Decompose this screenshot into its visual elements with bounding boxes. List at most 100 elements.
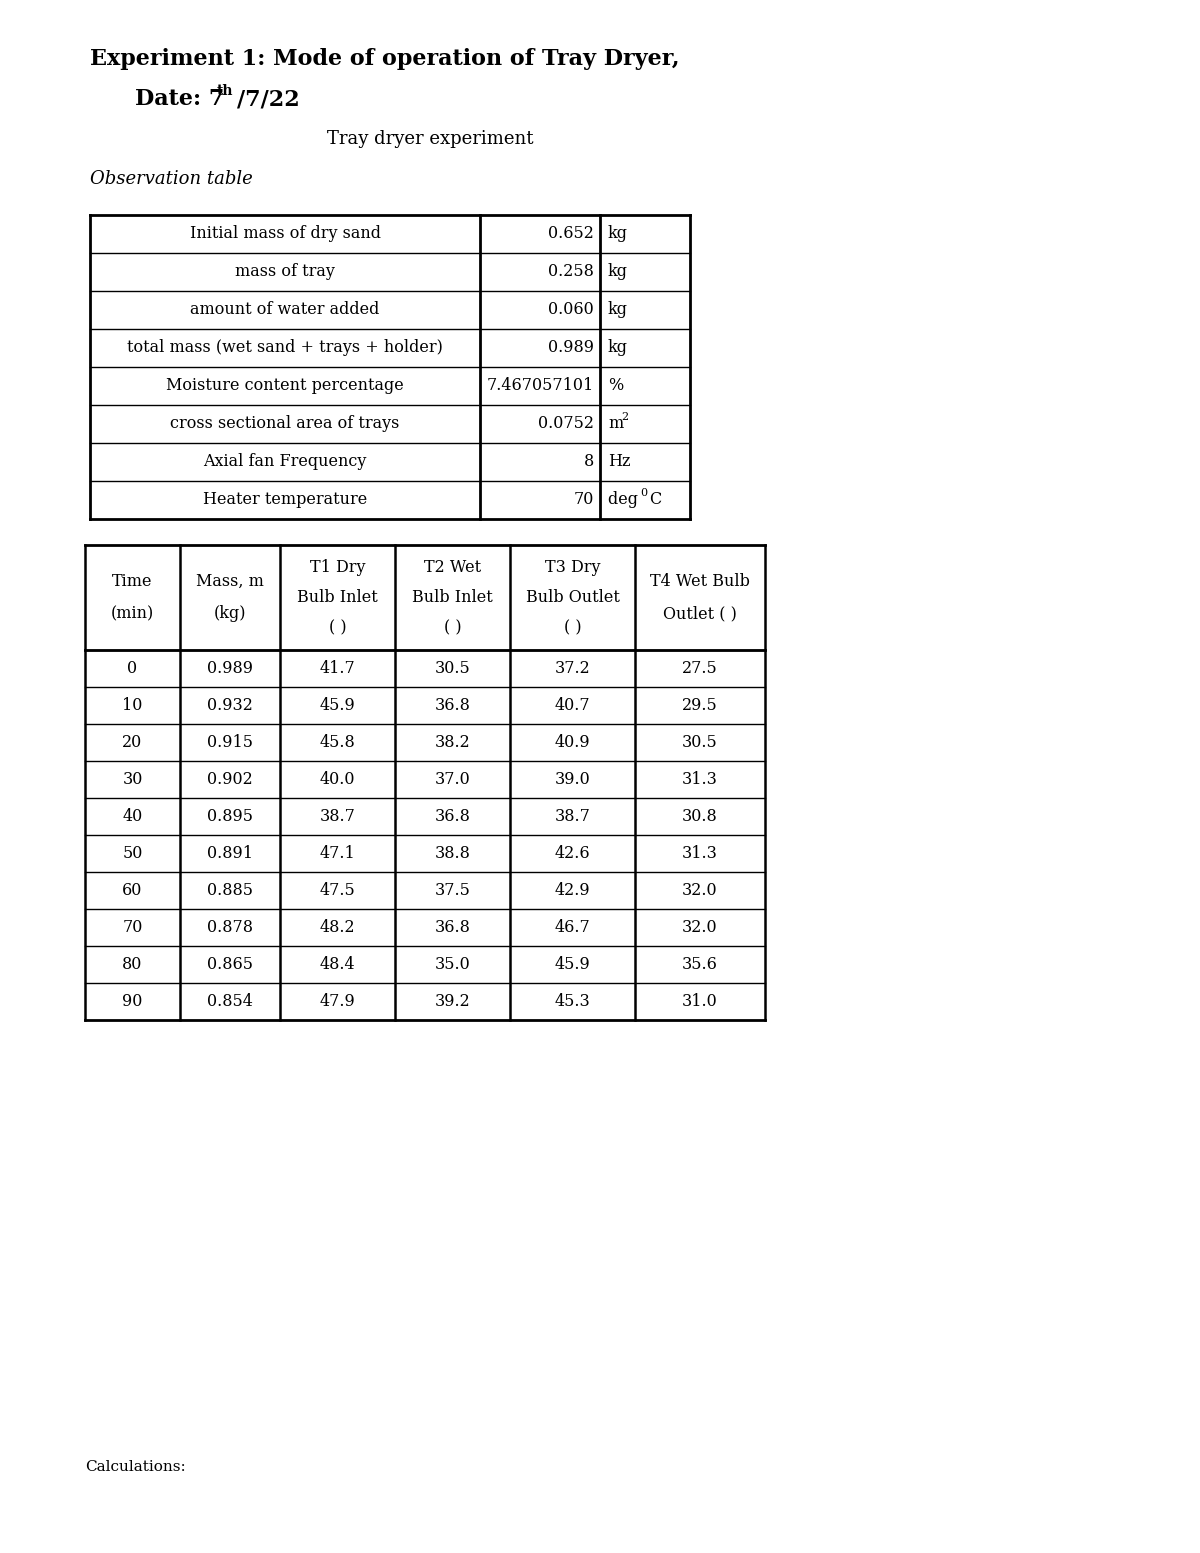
Text: 40.0: 40.0: [319, 770, 355, 787]
Text: Bulb Outlet: Bulb Outlet: [526, 589, 619, 606]
Text: 39.0: 39.0: [554, 770, 590, 787]
Text: 48.2: 48.2: [319, 919, 355, 936]
Text: Observation table: Observation table: [90, 169, 253, 188]
Text: amount of water added: amount of water added: [191, 301, 379, 318]
Text: 0.060: 0.060: [548, 301, 594, 318]
Text: 60: 60: [122, 882, 143, 899]
Text: kg: kg: [608, 225, 628, 242]
Text: 35.6: 35.6: [682, 957, 718, 974]
Text: 0.652: 0.652: [548, 225, 594, 242]
Text: 45.9: 45.9: [319, 697, 355, 714]
Text: 70: 70: [122, 919, 143, 936]
Text: 0.854: 0.854: [208, 992, 253, 1009]
Text: 10: 10: [122, 697, 143, 714]
Text: 47.1: 47.1: [319, 845, 355, 862]
Text: 36.8: 36.8: [434, 808, 470, 825]
Text: 0: 0: [127, 660, 138, 677]
Text: 20: 20: [122, 735, 143, 752]
Text: mass of tray: mass of tray: [235, 264, 335, 281]
Text: T3 Dry: T3 Dry: [545, 559, 600, 576]
Text: ( ): ( ): [329, 620, 347, 637]
Text: Date: 7: Date: 7: [134, 89, 224, 110]
Text: kg: kg: [608, 264, 628, 281]
Text: 42.9: 42.9: [554, 882, 590, 899]
Text: 30.8: 30.8: [682, 808, 718, 825]
Text: 40.9: 40.9: [554, 735, 590, 752]
Text: 0.989: 0.989: [208, 660, 253, 677]
Text: 45.3: 45.3: [554, 992, 590, 1009]
Text: Hz: Hz: [608, 453, 630, 471]
Text: 70: 70: [574, 491, 594, 508]
Text: 0.865: 0.865: [208, 957, 253, 974]
Text: Experiment 1: Mode of operation of Tray Dryer,: Experiment 1: Mode of operation of Tray …: [90, 48, 679, 70]
Text: Tray dryer experiment: Tray dryer experiment: [326, 130, 533, 148]
Text: 0.989: 0.989: [548, 340, 594, 357]
Text: Calculations:: Calculations:: [85, 1460, 186, 1474]
Text: 39.2: 39.2: [434, 992, 470, 1009]
Text: 0.915: 0.915: [208, 735, 253, 752]
Text: m: m: [608, 416, 623, 432]
Text: 47.5: 47.5: [319, 882, 355, 899]
Text: 46.7: 46.7: [554, 919, 590, 936]
Text: (kg): (kg): [214, 606, 246, 623]
Text: 36.8: 36.8: [434, 697, 470, 714]
Text: Axial fan Frequency: Axial fan Frequency: [203, 453, 367, 471]
Text: Mass, m: Mass, m: [196, 573, 264, 590]
Text: 0.0752: 0.0752: [538, 416, 594, 432]
Text: 31.3: 31.3: [682, 770, 718, 787]
Text: Moisture content percentage: Moisture content percentage: [166, 377, 404, 394]
Text: 0.885: 0.885: [208, 882, 253, 899]
Text: ( ): ( ): [444, 620, 461, 637]
Text: 36.8: 36.8: [434, 919, 470, 936]
Text: 31.0: 31.0: [682, 992, 718, 1009]
Text: 0.878: 0.878: [208, 919, 253, 936]
Text: Initial mass of dry sand: Initial mass of dry sand: [190, 225, 380, 242]
Text: 0.895: 0.895: [208, 808, 253, 825]
Text: 35.0: 35.0: [434, 957, 470, 974]
Text: 40: 40: [122, 808, 143, 825]
Text: 38.7: 38.7: [319, 808, 355, 825]
Text: 30.5: 30.5: [434, 660, 470, 677]
Text: 0: 0: [640, 488, 647, 499]
Text: Heater temperature: Heater temperature: [203, 491, 367, 508]
Text: 45.9: 45.9: [554, 957, 590, 974]
Text: 37.0: 37.0: [434, 770, 470, 787]
Text: 2: 2: [622, 412, 628, 422]
Text: 29.5: 29.5: [682, 697, 718, 714]
Text: 37.5: 37.5: [434, 882, 470, 899]
Text: 27.5: 27.5: [682, 660, 718, 677]
Text: Outlet ( ): Outlet ( ): [664, 606, 737, 623]
Text: 30: 30: [122, 770, 143, 787]
Text: 0.932: 0.932: [208, 697, 253, 714]
Text: 0.891: 0.891: [208, 845, 253, 862]
Text: 38.2: 38.2: [434, 735, 470, 752]
Text: Bulb Inlet: Bulb Inlet: [412, 589, 493, 606]
Text: Time: Time: [113, 573, 152, 590]
Text: 7.467057101: 7.467057101: [487, 377, 594, 394]
Text: T4 Wet Bulb: T4 Wet Bulb: [650, 573, 750, 590]
Text: th: th: [217, 84, 234, 98]
Text: 42.6: 42.6: [554, 845, 590, 862]
Text: 45.8: 45.8: [319, 735, 355, 752]
Text: (min): (min): [110, 606, 154, 623]
Text: 32.0: 32.0: [682, 882, 718, 899]
Text: 32.0: 32.0: [682, 919, 718, 936]
Text: 37.2: 37.2: [554, 660, 590, 677]
Text: deg: deg: [608, 491, 643, 508]
Text: C: C: [649, 491, 661, 508]
Text: 38.7: 38.7: [554, 808, 590, 825]
Text: 0.258: 0.258: [548, 264, 594, 281]
Text: 38.8: 38.8: [434, 845, 470, 862]
Text: 80: 80: [122, 957, 143, 974]
Text: 0.902: 0.902: [208, 770, 253, 787]
Text: 48.4: 48.4: [319, 957, 355, 974]
Text: 50: 50: [122, 845, 143, 862]
Text: T1 Dry: T1 Dry: [310, 559, 365, 576]
Text: kg: kg: [608, 340, 628, 357]
Text: ( ): ( ): [564, 620, 581, 637]
Text: T2 Wet: T2 Wet: [424, 559, 481, 576]
Text: 8: 8: [583, 453, 594, 471]
Text: cross sectional area of trays: cross sectional area of trays: [170, 416, 400, 432]
Text: 40.7: 40.7: [554, 697, 590, 714]
Text: 30.5: 30.5: [682, 735, 718, 752]
